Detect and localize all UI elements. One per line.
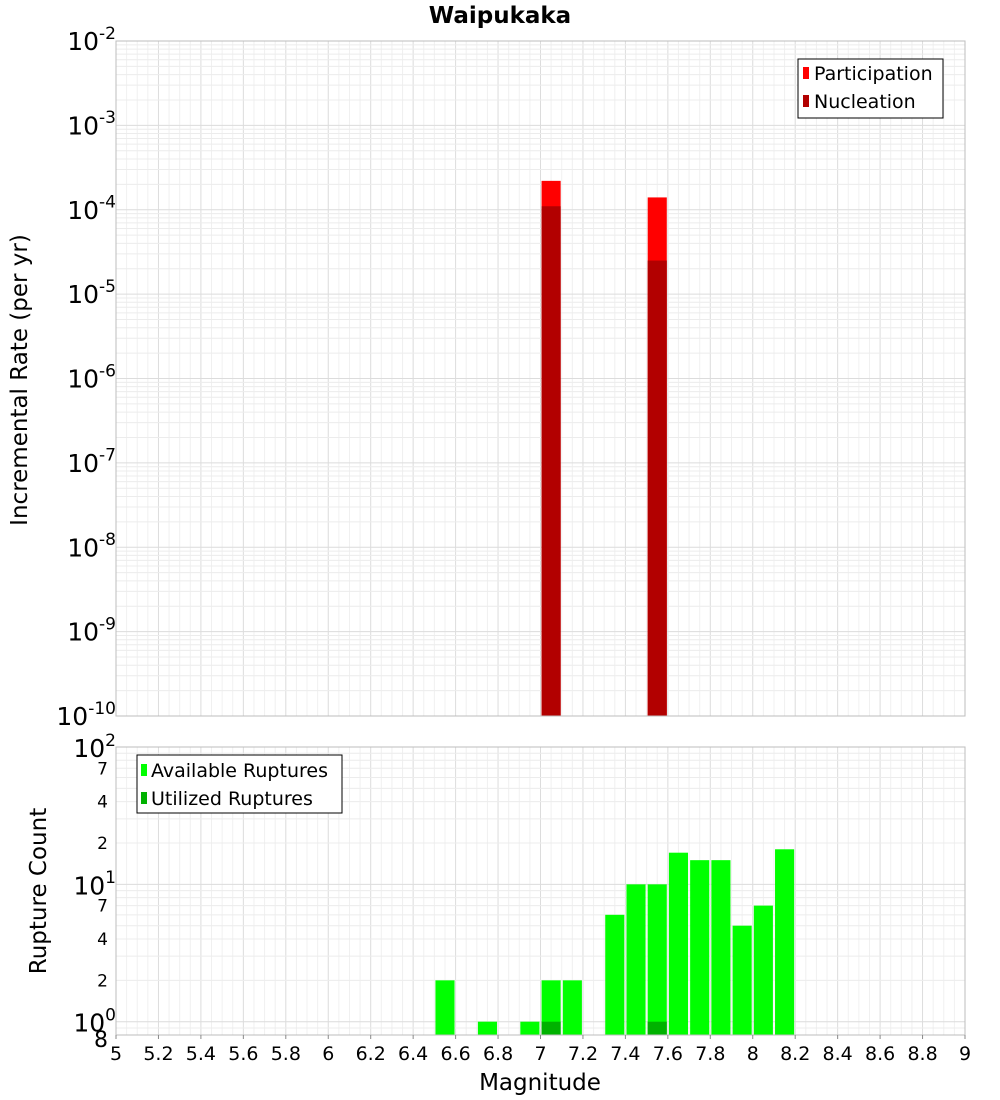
x-tick-label: 6 — [322, 1043, 334, 1065]
bar — [690, 860, 710, 1035]
legend-label: Nucleation — [814, 91, 916, 113]
x-tick-label: 7 — [534, 1043, 546, 1065]
bar — [541, 206, 561, 716]
x-tick-label: 7.4 — [610, 1043, 640, 1065]
x-tick-label: 6.8 — [483, 1043, 513, 1065]
bar — [562, 980, 582, 1035]
y-tick-label: 10-3 — [67, 108, 116, 140]
bar — [732, 925, 752, 1035]
y-tick-label: 100 — [73, 1005, 116, 1037]
bar — [626, 884, 646, 1035]
bottom-y-axis-title: Rupture Count — [26, 808, 52, 974]
bar — [753, 905, 773, 1035]
x-tick-label: 5.8 — [271, 1043, 301, 1065]
y-tick-label: 10-2 — [67, 24, 116, 56]
chart-title: Waipukaka — [429, 3, 571, 29]
y-minor-tick-label: 4 — [97, 930, 108, 950]
y-tick-label: 101 — [73, 868, 116, 900]
bar — [541, 1021, 561, 1035]
legend-swatch — [803, 95, 809, 107]
legend-label: Participation — [814, 63, 933, 85]
legend-swatch — [803, 67, 809, 79]
bar — [435, 980, 455, 1035]
x-tick-label: 9 — [959, 1043, 971, 1065]
x-tick-label: 5.6 — [228, 1043, 258, 1065]
y-tick-label: 10-8 — [67, 530, 116, 562]
y-tick-label: 10-10 — [56, 699, 116, 731]
legend-label: Utilized Ruptures — [151, 788, 313, 810]
y-minor-tick-label: 8 — [94, 1028, 108, 1053]
x-tick-label: 8.4 — [823, 1043, 853, 1065]
rupture-count-plot: 100 101 102 8 2 4 7 2 4 7 5 5.2 5.4 5.6 5.8 6 6.2 6.4 6.6 6… — [73, 731, 971, 1065]
x-tick-label: 7.6 — [653, 1043, 683, 1065]
bar — [647, 260, 667, 716]
bar — [605, 914, 625, 1035]
y-tick-label: 10-4 — [67, 193, 116, 225]
top-y-axis-title: Incremental Rate (per yr) — [7, 234, 33, 526]
bar — [647, 884, 667, 1035]
bar — [541, 980, 561, 1035]
y-minor-tick-label: 2 — [97, 971, 108, 991]
y-tick-label: 10-7 — [67, 446, 116, 478]
legend-label: Available Ruptures — [151, 760, 328, 782]
x-tick-label: 7.8 — [695, 1043, 725, 1065]
x-tick-label: 7.2 — [568, 1043, 598, 1065]
x-tick-label: 6.2 — [356, 1043, 386, 1065]
x-tick-label: 5.2 — [143, 1043, 173, 1065]
rate-plot: 10-10 10-9 10-8 10-7 10-6 10-5 10-4 10-3 10-2 Par… — [56, 24, 966, 731]
legend-swatch — [141, 764, 147, 776]
bar — [775, 849, 795, 1035]
bar — [520, 1021, 540, 1035]
x-tick-label: 8.8 — [907, 1043, 937, 1065]
y-minor-tick-label: 7 — [97, 897, 108, 917]
x-tick-label: 8.2 — [780, 1043, 810, 1065]
y-tick-label: 102 — [73, 731, 116, 763]
bar — [477, 1021, 497, 1035]
y-tick-label: 10-6 — [67, 361, 116, 393]
y-tick-label: 10-9 — [67, 614, 116, 646]
x-tick-label: 6.6 — [440, 1043, 470, 1065]
legend-box — [136, 754, 343, 814]
x-tick-label: 6.4 — [398, 1043, 428, 1065]
legend: Available Ruptures Utilized Ruptures — [136, 754, 343, 814]
legend-swatch — [141, 792, 147, 804]
bar — [668, 852, 689, 1035]
legend: Participation Nucleation — [797, 58, 944, 119]
x-tick-label: 8.6 — [865, 1043, 895, 1065]
plot-frame — [115, 40, 966, 717]
x-tick-label: 5 — [110, 1043, 122, 1065]
x-axis-title: Magnitude — [479, 1070, 601, 1096]
y-minor-tick-label: 7 — [97, 759, 108, 779]
x-tick-label: 8 — [747, 1043, 759, 1065]
y-minor-tick-label: 4 — [97, 793, 108, 813]
legend-box — [797, 58, 944, 119]
y-minor-tick-label: 2 — [97, 834, 108, 854]
y-tick-label: 10-5 — [67, 277, 116, 309]
bar — [711, 860, 731, 1035]
bar — [647, 1021, 667, 1035]
x-tick-label: 5.4 — [186, 1043, 216, 1065]
